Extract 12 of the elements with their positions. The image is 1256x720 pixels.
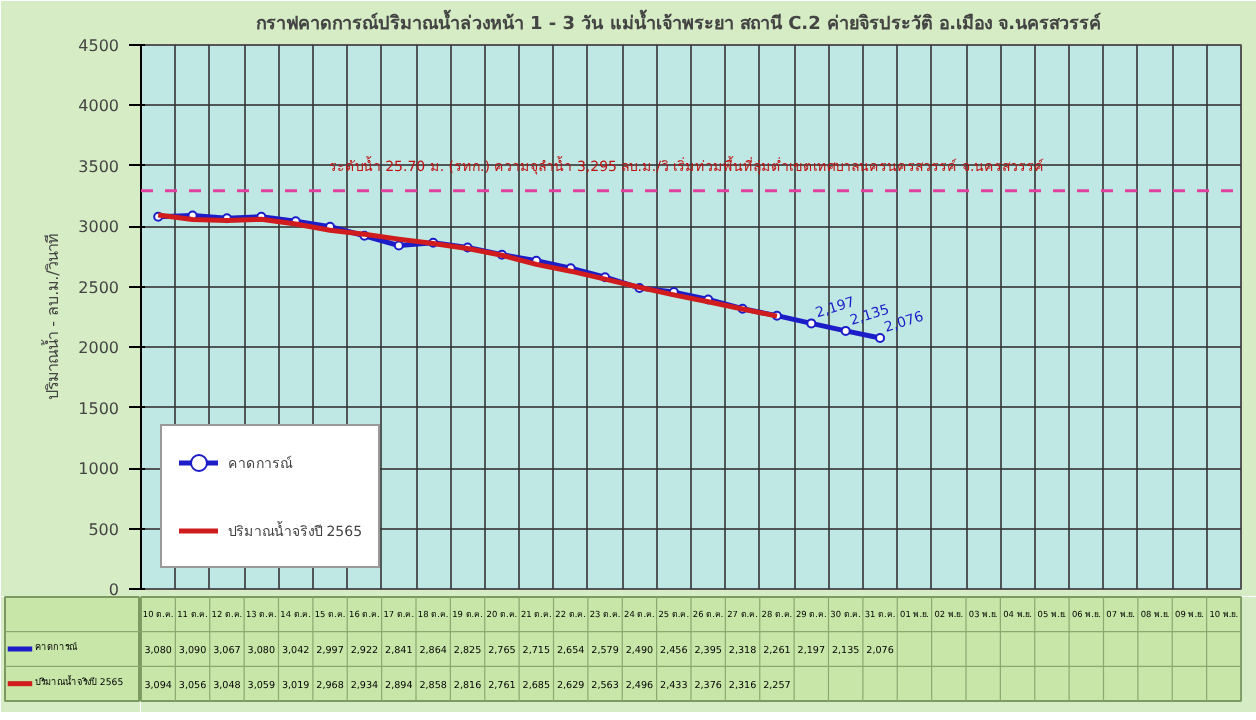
y-tick-label: 4000 [78,97,119,116]
y-tick-label: 3000 [78,218,119,237]
y-tick-label: 3500 [78,157,119,176]
y-tick-label: 1000 [78,460,119,479]
y-tick-label: 4500 [78,37,119,55]
y-tick-label: 0 [108,581,120,599]
y-tick-label: 500 [88,520,120,539]
y-tick-label: 2000 [78,339,119,358]
y-tick-label: 1500 [78,399,119,418]
y-axis-title: ปริมาณน้ำ - ลบ.ม./วินาที [40,234,63,400]
y-tick-label: 2500 [78,278,119,297]
chart-title: กราฟคาดการณ์ปริมาณน้ำล่วงหน้า 1 - 3 วัน แม่น้ำเจ้าพระยา สถานี C.2 ค่ายจิรประวัติ อ.เมือง จ.นครสวรรค์ [255,9,1102,35]
